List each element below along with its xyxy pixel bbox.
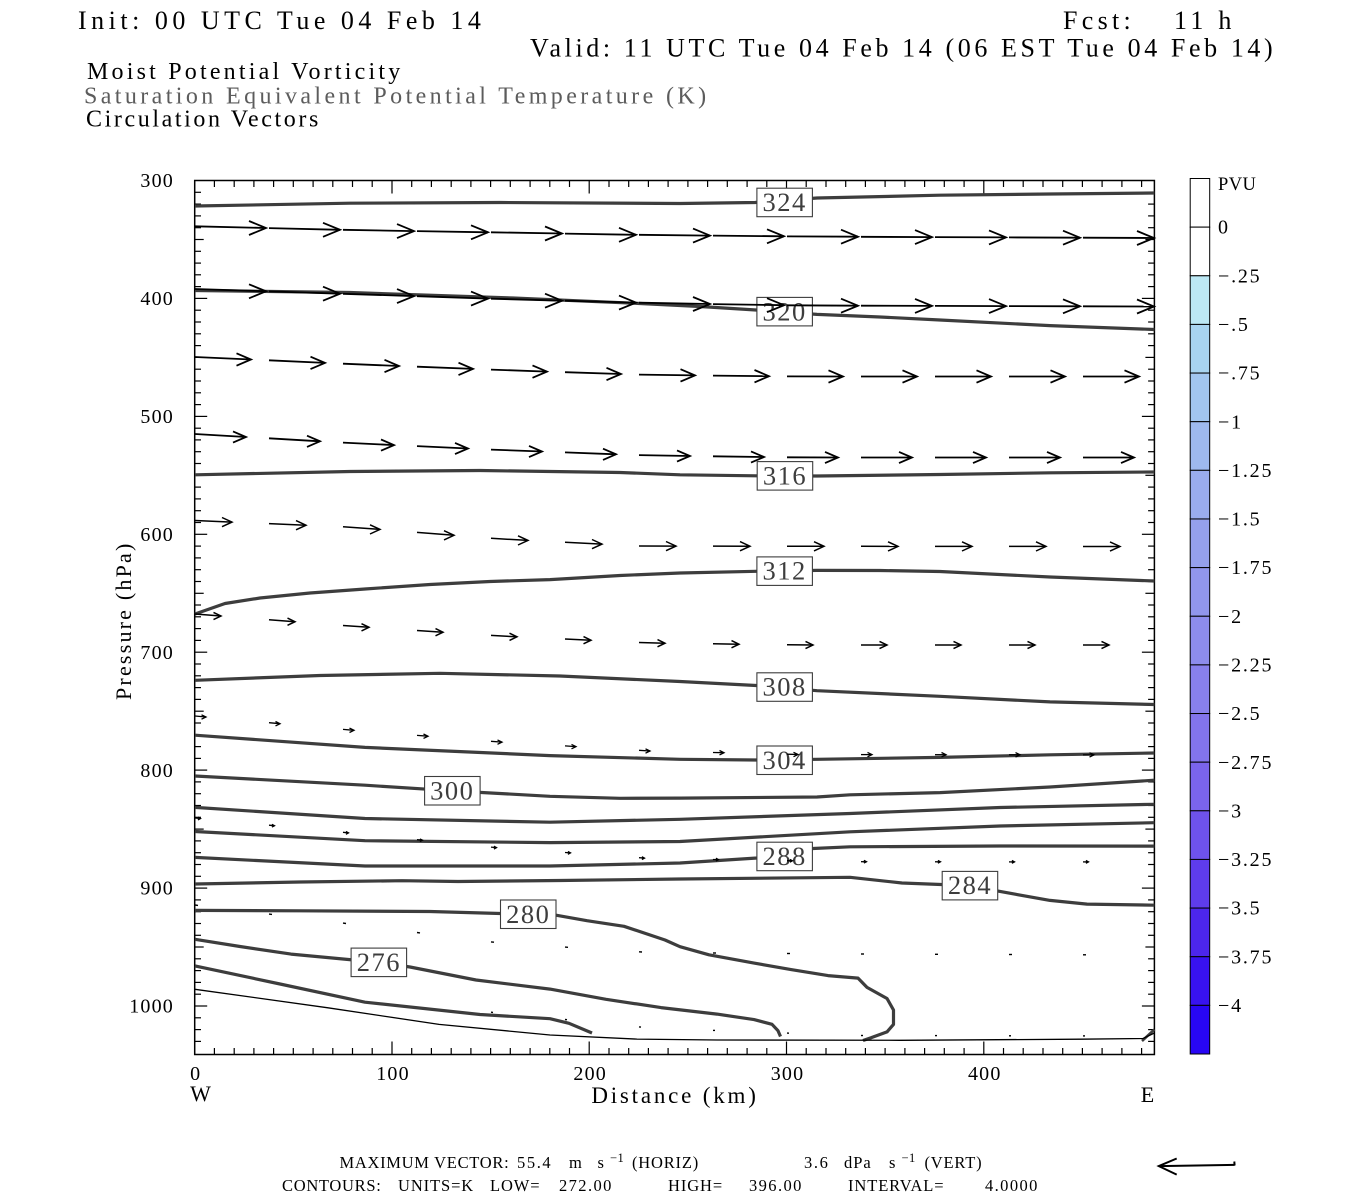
svg-text:396.00: 396.00 (749, 1176, 803, 1195)
svg-text:4.0000: 4.0000 (985, 1176, 1039, 1195)
svg-text:280: 280 (506, 899, 550, 929)
svg-text:Pressure (hPa): Pressure (hPa) (111, 542, 136, 701)
svg-text:308: 308 (762, 672, 806, 702)
svg-text:UNITS=K: UNITS=K (398, 1176, 474, 1195)
svg-text:300: 300 (140, 170, 174, 192)
svg-text:400: 400 (140, 288, 174, 310)
svg-text:Init: 00 UTC Tue 04 Feb 14: Init: 00 UTC Tue 04 Feb 14 (78, 6, 485, 35)
svg-text:−.5: −.5 (1218, 314, 1250, 336)
svg-text:200: 200 (573, 1063, 607, 1085)
svg-text:LOW=: LOW= (490, 1176, 540, 1195)
svg-text:324: 324 (762, 187, 806, 217)
svg-text:800: 800 (140, 760, 174, 782)
svg-text:−1.5: −1.5 (1218, 509, 1261, 531)
svg-text:288: 288 (762, 841, 806, 871)
svg-text:0: 0 (1218, 217, 1230, 239)
svg-text:−.25: −.25 (1218, 265, 1261, 287)
svg-text:s: s (598, 1153, 605, 1172)
svg-text:284: 284 (948, 870, 992, 900)
svg-text:55.4: 55.4 (517, 1153, 552, 1172)
svg-text:300: 300 (430, 775, 474, 805)
svg-text:−3.5: −3.5 (1218, 898, 1261, 920)
svg-text:272.00: 272.00 (559, 1176, 613, 1195)
svg-text:−2.5: −2.5 (1218, 703, 1261, 725)
svg-text:312: 312 (762, 556, 806, 586)
svg-text:700: 700 (140, 642, 174, 664)
svg-text:(HORIZ): (HORIZ) (632, 1153, 699, 1172)
svg-text:300: 300 (771, 1063, 805, 1085)
svg-text:MAXIMUM VECTOR:: MAXIMUM VECTOR: (340, 1153, 510, 1172)
svg-text:dPa: dPa (844, 1153, 872, 1172)
svg-text:0: 0 (190, 1063, 201, 1085)
svg-text:900: 900 (140, 878, 174, 900)
svg-text:−2.25: −2.25 (1218, 655, 1273, 677)
svg-text:Circulation Vectors: Circulation Vectors (86, 107, 321, 133)
svg-text:1000: 1000 (129, 996, 174, 1018)
svg-text:s: s (889, 1153, 896, 1172)
svg-text:INTERVAL=: INTERVAL= (848, 1176, 944, 1195)
svg-text:−3.25: −3.25 (1218, 849, 1273, 871)
svg-text:−1.75: −1.75 (1218, 557, 1273, 579)
svg-text:−.75: −.75 (1218, 363, 1261, 385)
svg-text:11 h: 11 h (1174, 6, 1236, 35)
svg-text:Saturation Equivalent Potentia: Saturation Equivalent Potential Temperat… (84, 84, 710, 110)
svg-text:100: 100 (376, 1063, 410, 1085)
svg-text:316: 316 (763, 460, 807, 490)
svg-text:−1: −1 (610, 1151, 624, 1165)
svg-text:(VERT): (VERT) (925, 1153, 983, 1172)
svg-text:Fcst:: Fcst: (1063, 6, 1135, 35)
svg-text:−3.75: −3.75 (1218, 946, 1273, 968)
svg-text:3.6: 3.6 (804, 1153, 829, 1172)
svg-text:−1.25: −1.25 (1218, 460, 1273, 482)
svg-text:Distance (km): Distance (km) (591, 1083, 758, 1108)
svg-text:CONTOURS:: CONTOURS: (282, 1176, 382, 1195)
svg-text:500: 500 (140, 406, 174, 428)
svg-text:Valid: 11 UTC Tue 04 Feb 14 (0: Valid: 11 UTC Tue 04 Feb 14 (06 EST Tue … (530, 34, 1276, 63)
svg-text:400: 400 (968, 1063, 1002, 1085)
svg-text:−2.75: −2.75 (1218, 752, 1273, 774)
svg-text:600: 600 (140, 524, 174, 546)
svg-text:−2: −2 (1218, 606, 1243, 628)
svg-text:E: E (1141, 1082, 1155, 1107)
svg-text:Moist Potential Vorticity: Moist Potential Vorticity (87, 59, 403, 85)
svg-text:HIGH=: HIGH= (668, 1176, 723, 1195)
svg-text:−3: −3 (1218, 800, 1243, 822)
svg-text:−4: −4 (1218, 995, 1243, 1017)
svg-text:−1: −1 (1218, 411, 1243, 433)
svg-text:PVU: PVU (1218, 175, 1256, 195)
svg-text:W: W (190, 1081, 212, 1106)
svg-text:276: 276 (357, 947, 401, 977)
svg-text:m: m (569, 1153, 583, 1172)
svg-text:−1: −1 (902, 1151, 916, 1165)
svg-text:304: 304 (762, 745, 806, 775)
